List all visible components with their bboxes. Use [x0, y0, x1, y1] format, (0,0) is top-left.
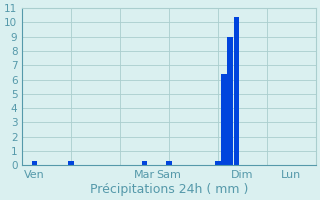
Bar: [142, 161, 147, 165]
Bar: [234, 17, 239, 165]
Bar: [68, 161, 74, 165]
Bar: [166, 161, 172, 165]
Bar: [228, 37, 233, 165]
X-axis label: Précipitations 24h ( mm ): Précipitations 24h ( mm ): [90, 183, 248, 196]
Bar: [32, 161, 37, 165]
Bar: [215, 161, 221, 165]
Bar: [221, 74, 227, 165]
